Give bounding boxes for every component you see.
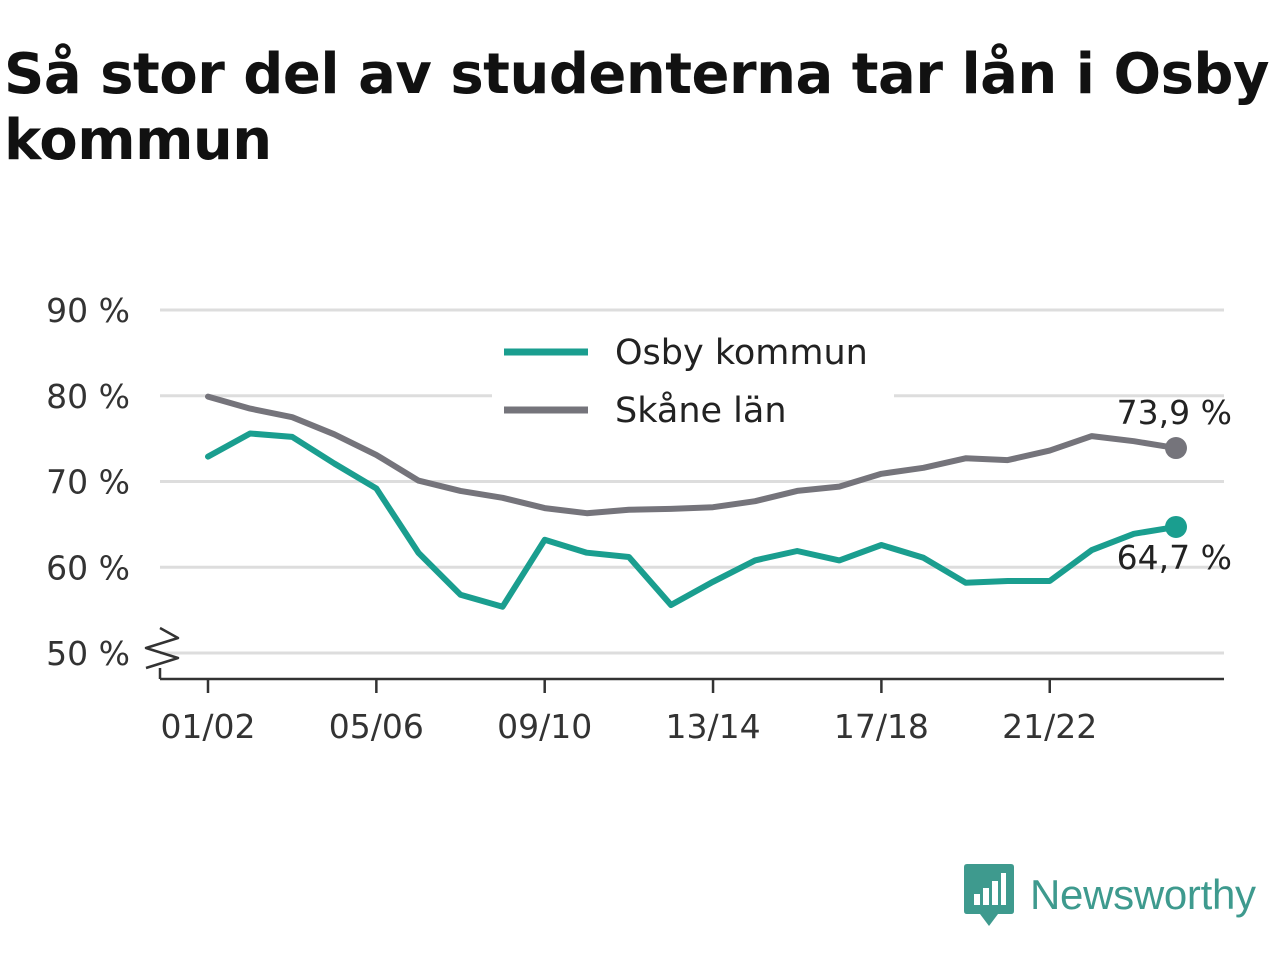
series-line — [205, 430, 1179, 610]
x-tick-label: 21/22 — [1002, 707, 1097, 746]
x-tick-label: 17/18 — [834, 707, 929, 746]
series-lines — [205, 393, 1187, 610]
x-tick-label: 09/10 — [497, 707, 592, 746]
x-axis — [144, 626, 1224, 681]
end-labels: 73,9 % 64,7 % — [1117, 393, 1232, 577]
y-axis-tick-labels: 50 % 60 % 70 % 80 % 90 % — [46, 291, 130, 673]
y-tick-label: 80 % — [46, 377, 130, 416]
x-axis-tick-labels: 01/02 05/06 09/10 13/14 17/18 21/22 — [160, 679, 1097, 746]
y-tick-label: 60 % — [46, 548, 130, 587]
newsworthy-logo-icon — [964, 864, 1014, 926]
end-label: 64,7 % — [1117, 538, 1232, 577]
axis-break-icon — [144, 626, 180, 670]
legend: Osby kommun Skåne län — [492, 322, 894, 434]
x-tick-label: 01/02 — [160, 707, 255, 746]
legend-background — [492, 322, 894, 434]
legend-label: Osby kommun — [615, 333, 868, 373]
y-tick-label: 90 % — [46, 291, 130, 330]
series-line — [205, 393, 1179, 517]
gridlines — [160, 308, 1224, 655]
brand-name: Newsworthy — [1030, 871, 1256, 918]
y-tick-label: 50 % — [46, 634, 130, 673]
legend-label: Skåne län — [615, 390, 787, 431]
brand: Newsworthy — [964, 864, 1256, 926]
end-point-marker — [1165, 515, 1187, 538]
chart-title: Så stor del av studenterna tar lån i Osb… — [4, 42, 1270, 173]
end-label: 73,9 % — [1117, 393, 1232, 432]
end-point-marker — [1165, 437, 1187, 460]
y-tick-label: 70 % — [46, 463, 130, 502]
x-tick-label: 13/14 — [665, 707, 760, 746]
x-tick-label: 05/06 — [329, 707, 424, 746]
